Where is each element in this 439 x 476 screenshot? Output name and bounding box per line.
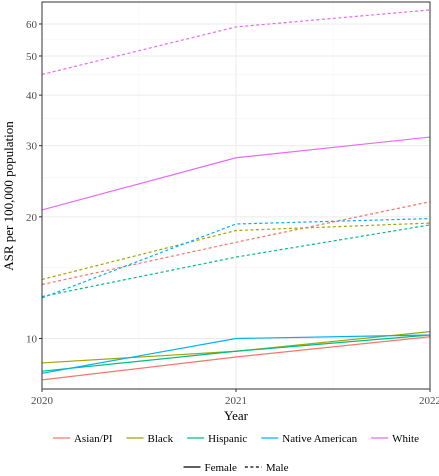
x-tick-label: 2022 (419, 395, 439, 407)
y-tick-label: 20 (26, 212, 38, 224)
legend-label-white: White (392, 433, 419, 445)
legend-label-female: Female (205, 462, 237, 474)
series-line-native-american-female (41, 334, 431, 374)
series-line-black-male (41, 222, 431, 281)
legend-label-hispanic: Hispanic (208, 433, 247, 445)
series-line-native-american-male (41, 217, 431, 299)
legend-label-native-american: Native American (282, 433, 357, 445)
y-tick-label: 10 (26, 333, 38, 345)
x-axis-title: Year (224, 408, 249, 423)
series-lines (41, 9, 431, 381)
legend-label-black: Black (147, 433, 173, 445)
y-tick-label: 30 (26, 141, 38, 153)
x-tick-label: 2020 (31, 395, 54, 407)
series-line-white-male (41, 9, 431, 76)
y-axis-title: ASR per 100,000 population (1, 121, 16, 271)
x-tick-label: 2021 (225, 395, 247, 407)
color-legend: Asian/PI Black Hispanic Native American Whit… (52, 433, 419, 445)
linetype-legend: Female Male (183, 462, 289, 474)
axes: 10 20 30 40 50 60 2020 2021 2022 (26, 19, 439, 407)
legend-label-asian-pi: Asian/PI (74, 433, 113, 445)
y-tick-label: 60 (26, 19, 38, 31)
y-tick-label: 50 (26, 51, 38, 63)
series-line-white-female (41, 136, 431, 211)
legend-label-male: Male (266, 462, 289, 474)
series-line-hispanic-female (41, 334, 431, 372)
series-line-asian-pi-male (41, 201, 431, 286)
series-line-asian-pi-female (41, 336, 431, 381)
y-tick-label: 40 (26, 90, 38, 102)
